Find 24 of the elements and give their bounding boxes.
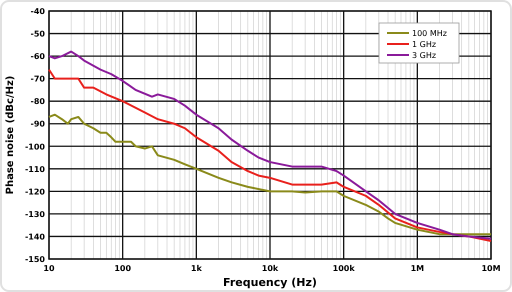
y-tick-label: -120 [24,187,46,196]
y-tick-label: -150 [24,255,46,264]
x-tick-label: 100 [114,264,132,273]
y-tick-label: -100 [24,142,46,152]
y-tick-label: -140 [24,232,46,242]
y-tick-label: -130 [24,210,46,219]
x-tick-label: 100k [332,264,356,273]
y-tick-label: -70 [30,74,46,84]
x-tick-label: 10M [481,264,501,273]
y-tick-label: -80 [30,97,46,106]
x-tick-label: 10k [262,264,279,273]
legend-label: 3 GHz [412,51,436,60]
x-tick-label: 1k [190,264,202,273]
y-tick-label: -110 [24,164,46,174]
y-tick-label: -50 [30,30,46,39]
legend-label: 100 MHz [412,29,447,38]
y-tick-label: -40 [30,7,46,16]
y-tick-label: -90 [30,120,46,129]
x-tick-label: 1M [410,264,424,273]
y-tick-label: -60 [30,52,46,62]
y-axis-title: Phase noise (dBc/Hz) [5,76,16,194]
x-axis-title: Frequency (Hz) [223,276,317,289]
legend-label: 1 GHz [412,40,436,49]
x-tick-label: 10 [43,264,55,273]
